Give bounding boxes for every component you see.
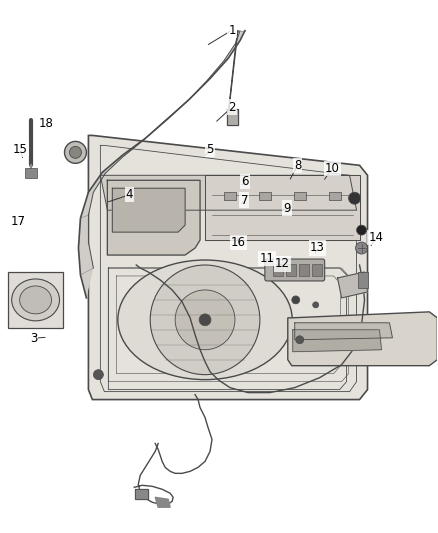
Bar xyxy=(25,168,37,178)
Circle shape xyxy=(64,141,86,163)
Text: 5: 5 xyxy=(207,143,214,156)
Polygon shape xyxy=(227,109,238,125)
Polygon shape xyxy=(112,188,185,232)
Text: 12: 12 xyxy=(275,257,290,270)
Circle shape xyxy=(313,302,319,308)
Bar xyxy=(8,272,64,328)
Polygon shape xyxy=(295,323,392,340)
Text: 11: 11 xyxy=(260,252,275,265)
Polygon shape xyxy=(88,135,367,400)
Text: 13: 13 xyxy=(310,241,325,254)
Bar xyxy=(357,272,367,288)
Circle shape xyxy=(292,296,300,304)
Text: 14: 14 xyxy=(369,231,384,244)
Text: 9: 9 xyxy=(283,201,290,215)
Text: 1: 1 xyxy=(228,23,236,37)
Ellipse shape xyxy=(118,260,292,379)
Polygon shape xyxy=(338,272,367,298)
Circle shape xyxy=(357,225,367,235)
Polygon shape xyxy=(107,180,200,255)
Circle shape xyxy=(296,336,304,344)
Circle shape xyxy=(175,290,235,350)
Polygon shape xyxy=(155,497,170,507)
Polygon shape xyxy=(78,31,245,298)
Bar xyxy=(299,264,309,276)
Text: 10: 10 xyxy=(325,161,340,175)
Polygon shape xyxy=(288,312,437,366)
Circle shape xyxy=(70,147,81,158)
Ellipse shape xyxy=(20,286,52,314)
Bar xyxy=(294,192,306,200)
Circle shape xyxy=(150,265,260,375)
Text: 7: 7 xyxy=(240,193,248,207)
Text: 8: 8 xyxy=(294,159,301,172)
Bar xyxy=(224,192,236,200)
Text: 17: 17 xyxy=(11,215,26,228)
Polygon shape xyxy=(228,31,238,116)
Polygon shape xyxy=(135,489,148,499)
Bar xyxy=(259,192,271,200)
Text: 4: 4 xyxy=(126,188,133,201)
Text: 3: 3 xyxy=(30,332,37,345)
Text: 18: 18 xyxy=(39,117,54,130)
Polygon shape xyxy=(205,175,360,240)
Polygon shape xyxy=(100,175,357,210)
Bar xyxy=(273,264,283,276)
Ellipse shape xyxy=(12,279,60,321)
Circle shape xyxy=(93,370,103,379)
Text: 16: 16 xyxy=(231,236,246,249)
Polygon shape xyxy=(293,330,381,352)
Circle shape xyxy=(349,192,360,204)
Text: 2: 2 xyxy=(228,101,236,114)
Circle shape xyxy=(356,242,367,254)
Bar xyxy=(312,264,321,276)
Bar xyxy=(286,264,296,276)
Circle shape xyxy=(199,314,211,326)
FancyBboxPatch shape xyxy=(265,259,325,281)
Text: 15: 15 xyxy=(13,143,28,156)
Bar xyxy=(328,192,341,200)
Text: 6: 6 xyxy=(241,175,249,188)
